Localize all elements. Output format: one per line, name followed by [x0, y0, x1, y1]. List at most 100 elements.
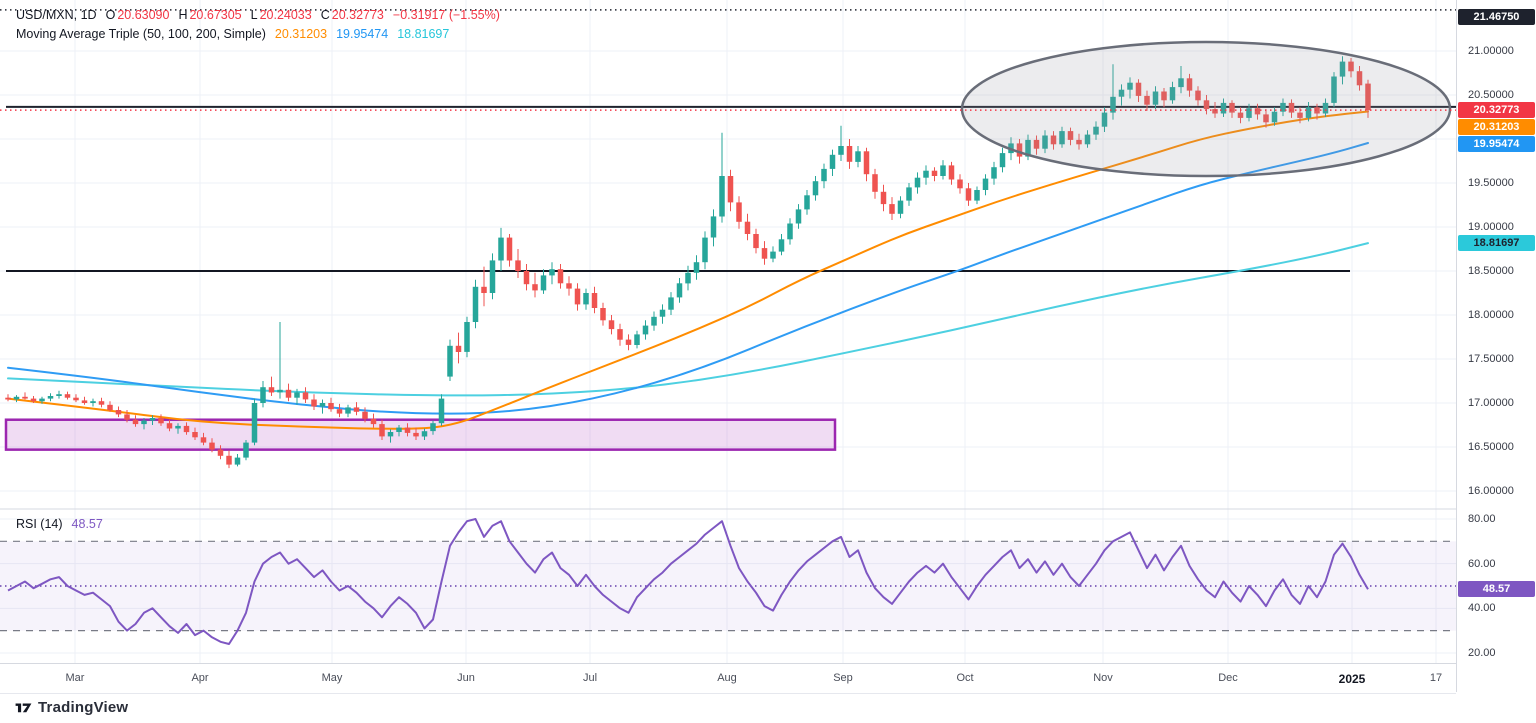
candle-up — [489, 260, 496, 293]
candle-down — [1356, 71, 1363, 86]
price-tick: 19.00000 — [1468, 221, 1514, 233]
candle-down — [532, 284, 538, 291]
time-label: Dec — [1218, 672, 1238, 684]
candle-up — [668, 297, 674, 310]
candle-up — [1339, 61, 1346, 77]
candle-down — [1212, 109, 1218, 114]
candle-down — [736, 202, 742, 222]
indicator-legend[interactable]: Moving Average Triple (50, 100, 200, Sim… — [16, 27, 449, 41]
candle-down — [1314, 107, 1320, 114]
ma100-line — [7, 142, 1369, 415]
candle-down — [285, 389, 292, 398]
candle-up — [974, 190, 980, 201]
candle-up — [90, 401, 96, 403]
symbol-legend[interactable]: USD/MXN, 1D O 20.63090 H 20.67305 L 20.2… — [16, 8, 500, 22]
time-label: Nov — [1093, 672, 1113, 684]
rsi-legend[interactable]: RSI (14) 48.57 — [16, 517, 103, 531]
candle-down — [931, 170, 938, 176]
candle-down — [132, 419, 139, 425]
ma200-value: 18.81697 — [397, 27, 450, 41]
consolidation-ellipse — [960, 40, 1452, 178]
candle-down — [217, 449, 224, 456]
candle-down — [625, 339, 632, 345]
time-label: Aug — [717, 672, 737, 684]
candle-up — [464, 322, 470, 352]
candle-up — [838, 146, 844, 155]
price-tick: 16.50000 — [1468, 441, 1514, 453]
ma100-value: 19.95474 — [336, 27, 389, 41]
candle-up — [141, 420, 147, 425]
candle-down — [379, 424, 385, 437]
candle-up — [438, 398, 445, 424]
candle-up — [294, 392, 300, 398]
candle-up — [421, 431, 428, 437]
candle-up — [914, 177, 921, 188]
change-value: −0.31917 (−1.55%) — [392, 8, 500, 22]
ma50-price-badge: 20.31203 — [1458, 119, 1535, 136]
candle-down — [600, 308, 606, 321]
symbol-title[interactable]: USD/MXN, 1D — [16, 8, 97, 22]
candle-down — [1135, 82, 1142, 96]
candle-up — [923, 170, 929, 178]
tradingview-brand[interactable]: TradingView — [14, 698, 128, 717]
candle-up — [1152, 91, 1159, 105]
candle-down — [404, 427, 411, 433]
time-label: Apr — [191, 672, 209, 684]
candle-down — [753, 234, 759, 249]
candle-down — [591, 293, 598, 308]
candle-down — [1365, 83, 1371, 111]
candle-up — [1093, 126, 1099, 135]
price-tick: 17.00000 — [1468, 397, 1514, 409]
candle-down — [1161, 91, 1167, 101]
time-axis[interactable]: Mar Apr May Jun Jul Aug Sep Oct Nov Dec 2025 17 — [0, 663, 1456, 694]
candle-up — [1305, 107, 1312, 118]
candle-down — [872, 174, 878, 192]
candle-up — [710, 216, 717, 238]
candle-down — [5, 397, 11, 400]
time-label: May — [321, 672, 343, 684]
price-tick: 18.00000 — [1468, 309, 1514, 321]
price-tick: 18.50000 — [1468, 265, 1514, 277]
candle-down — [1076, 139, 1082, 145]
candle-up — [1084, 134, 1091, 145]
price-tick: 19.50000 — [1468, 177, 1514, 189]
candle-up — [940, 165, 946, 176]
candle-down — [115, 410, 122, 415]
candle-down — [1237, 112, 1244, 118]
candle-down — [209, 442, 215, 450]
ma100-price-badge: 19.95474 — [1458, 136, 1535, 153]
candle-up — [821, 168, 827, 182]
candle-up — [829, 154, 836, 169]
candle-down — [64, 394, 71, 398]
candle-up — [387, 432, 394, 437]
time-label: 17 — [1429, 672, 1443, 684]
candle-up — [277, 389, 283, 393]
candle-up — [770, 251, 776, 259]
candle-down — [98, 401, 105, 405]
candle-down — [353, 407, 360, 412]
candle-down — [1263, 114, 1269, 123]
candle-up — [685, 272, 691, 284]
candle-up — [812, 181, 819, 196]
candle-down — [506, 237, 513, 261]
candle-down — [863, 151, 870, 175]
candle-down — [1229, 102, 1235, 113]
time-label: Sep — [833, 672, 853, 684]
candle-up — [855, 151, 861, 162]
ohlc-low: L 20.24033 — [250, 8, 312, 22]
candle-up — [430, 423, 436, 432]
rsi-name[interactable]: RSI (14) — [16, 517, 63, 531]
rsi-tick: 20.00 — [1468, 646, 1496, 659]
price-axis[interactable]: 21.00000 20.50000 19.50000 19.00000 18.50000… — [1456, 0, 1536, 692]
candle-down — [158, 418, 164, 424]
candle-down — [1067, 131, 1074, 140]
candle-down — [1203, 100, 1210, 110]
candle-up — [795, 209, 802, 224]
candle-down — [880, 191, 887, 205]
candle-up — [676, 283, 683, 298]
indicator-name[interactable]: Moving Average Triple (50, 100, 200, Sim… — [16, 27, 266, 41]
ma200-price-badge: 18.81697 — [1458, 235, 1535, 252]
candle-up — [1322, 102, 1329, 114]
